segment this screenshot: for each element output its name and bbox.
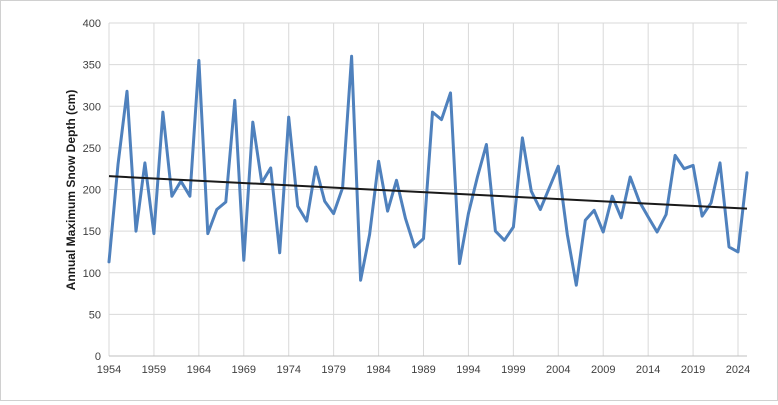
y-tick-label: 0	[95, 351, 101, 363]
x-tick-label: 2014	[636, 364, 660, 376]
trendline	[108, 175, 748, 210]
data-series	[107, 54, 749, 287]
x-tick-label: 2004	[546, 364, 570, 376]
y-tick-label: 400	[83, 18, 101, 30]
x-tick-label: 1999	[501, 364, 525, 376]
x-tick-label: 2024	[726, 364, 750, 376]
x-tick-label: 1979	[321, 364, 345, 376]
y-tick-label: 200	[83, 185, 101, 197]
x-tick-label: 2009	[591, 364, 615, 376]
y-tick-label: 350	[83, 60, 101, 72]
x-tick-label: 1969	[232, 364, 256, 376]
x-tick-label: 1959	[142, 364, 166, 376]
series-line	[107, 54, 749, 287]
x-tick-label: 1994	[456, 364, 480, 376]
x-tick-label: 1974	[276, 364, 300, 376]
x-tick-label: 1964	[187, 364, 211, 376]
y-tick-label: 100	[83, 268, 101, 280]
x-tick-label: 1984	[366, 364, 390, 376]
y-tick-labels: 0 50 100 150 200 250 300 350 400	[83, 18, 101, 363]
y-tick-label: 300	[83, 101, 101, 113]
y-tick-label: 50	[89, 309, 101, 321]
x-tick-label: 1989	[411, 364, 435, 376]
x-tick-labels: 1954 1959 1964 1969 1974 1979 1984 1989 1994 1999…	[97, 364, 750, 376]
y-tick-label: 150	[83, 226, 101, 238]
trendline-line	[108, 175, 748, 210]
y-tick-label: 250	[83, 143, 101, 155]
y-axis-label: Annual Maximum Snow Depth (cm)	[64, 90, 78, 291]
x-tick-label: 2019	[681, 364, 705, 376]
x-tick-label: 1954	[97, 364, 121, 376]
